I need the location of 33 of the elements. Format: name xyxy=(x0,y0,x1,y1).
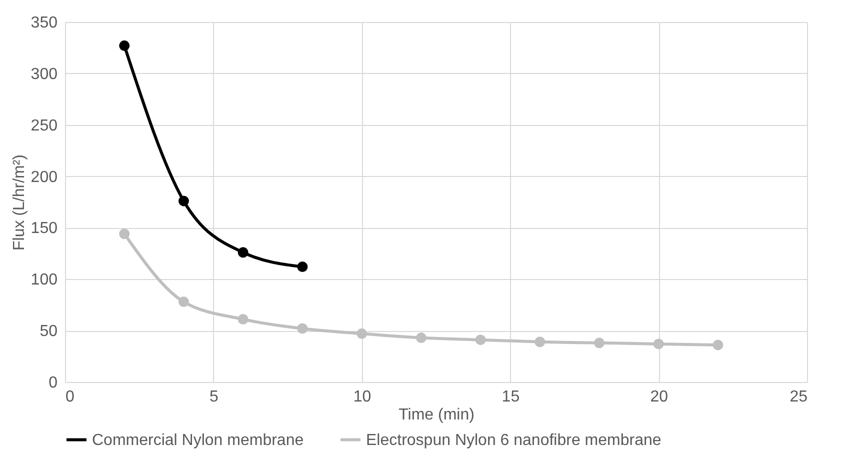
point xyxy=(238,314,248,324)
y-tick-label: 200 xyxy=(30,168,58,186)
point xyxy=(594,338,604,348)
x-tick-label: 25 xyxy=(790,388,808,406)
point xyxy=(534,336,546,348)
y-tick-label: 0 xyxy=(48,374,58,392)
y-tick-label: 300 xyxy=(30,66,58,83)
x-tick-label: 15 xyxy=(502,388,520,406)
point xyxy=(712,340,724,350)
point xyxy=(475,334,486,346)
x-tick-label: 5 xyxy=(209,388,218,406)
y-tick-label: 50 xyxy=(40,323,58,340)
point xyxy=(119,40,130,51)
point xyxy=(653,338,664,350)
legend-label: Electrospun Nylon 6 nanofibre membrane xyxy=(366,432,662,449)
point xyxy=(119,228,130,240)
x-tick-label: 20 xyxy=(650,388,668,406)
point xyxy=(178,196,189,206)
point xyxy=(297,262,308,272)
point xyxy=(178,296,189,308)
y-tick-label: 100 xyxy=(30,272,58,289)
x-tick-label: 0 xyxy=(66,388,74,406)
x-axis-title: Time (min) xyxy=(398,406,474,424)
x-tick-label: 10 xyxy=(353,388,372,406)
point xyxy=(416,332,426,344)
point xyxy=(356,328,368,339)
point xyxy=(238,247,248,258)
y-tick-label: 350 xyxy=(30,14,58,32)
legend-label: Commercial Nylon membrane xyxy=(92,432,304,449)
y-axis-title: Flux (L/hr/m²) xyxy=(10,154,28,250)
y-tick-label: 150 xyxy=(30,220,58,238)
point xyxy=(297,323,308,334)
y-tick-label: 250 xyxy=(30,117,58,134)
